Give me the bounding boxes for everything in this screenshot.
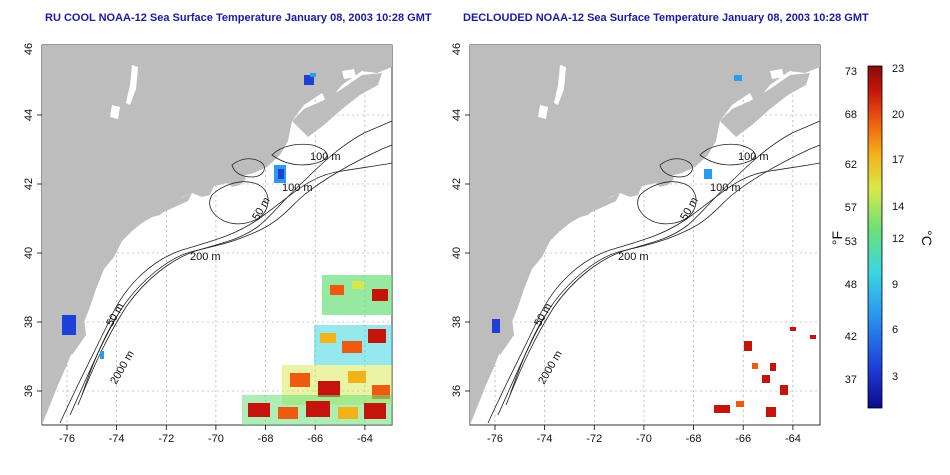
left-map-panel: 100 m 100 m 50 m 200 m 50 m 2000 m -76 -… xyxy=(23,43,393,445)
isobath-label: 100 m xyxy=(710,182,741,194)
left-lat-tick-labels: 36 38 40 42 44 46 xyxy=(23,43,35,397)
isobath-label: 200 m xyxy=(618,251,649,263)
isobath-label: 100 m xyxy=(282,182,313,194)
c-tick-label: 9 xyxy=(892,279,898,291)
right-lon-tick-labels: -76 -74 -72 -70 -68 -66 -64 xyxy=(487,433,801,445)
left-sst-data xyxy=(62,73,392,425)
lon-tick-label: -66 xyxy=(735,433,751,445)
lon-tick-label: -64 xyxy=(357,433,373,445)
celsius-axis-label: °C xyxy=(919,230,935,246)
f-tick-label: 57 xyxy=(845,202,857,214)
lat-tick-label: 46 xyxy=(23,43,35,55)
f-tick-label: 53 xyxy=(845,236,857,248)
c-tick-label: 3 xyxy=(892,371,898,383)
c-tick-label: 23 xyxy=(892,63,904,75)
fahrenheit-tick-labels: 73 68 62 57 53 48 42 37 xyxy=(845,66,857,386)
right-lat-tick-labels: 36 38 40 42 44 46 xyxy=(451,43,463,397)
c-tick-label: 20 xyxy=(892,109,904,121)
c-tick-label: 17 xyxy=(892,154,904,166)
f-tick-label: 62 xyxy=(845,159,857,171)
c-tick-label: 14 xyxy=(892,201,904,213)
lon-tick-label: -72 xyxy=(586,433,602,445)
temperature-colorbar: 73 68 62 57 53 48 42 37 23 20 17 14 12 9… xyxy=(829,63,935,409)
c-tick-label: 12 xyxy=(892,233,904,245)
lat-tick-label: 46 xyxy=(451,43,463,55)
lat-tick-label: 42 xyxy=(23,178,35,190)
lat-tick-label: 40 xyxy=(23,247,35,259)
isobath-label: 100 m xyxy=(310,151,341,163)
f-tick-label: 42 xyxy=(845,331,857,343)
isobath-label: 100 m xyxy=(738,151,769,163)
lon-tick-label: -70 xyxy=(208,433,224,445)
lon-tick-label: -76 xyxy=(59,433,75,445)
lat-tick-label: 42 xyxy=(451,178,463,190)
lon-tick-label: -76 xyxy=(487,433,503,445)
f-tick-label: 37 xyxy=(845,374,857,386)
colorbar-gradient xyxy=(867,65,883,409)
right-sst-data xyxy=(492,75,816,417)
lon-tick-label: -68 xyxy=(686,433,702,445)
right-map-panel: 100 m 100 m 50 m 200 m 50 m 2000 m -76 -… xyxy=(451,43,821,445)
f-tick-label: 68 xyxy=(845,109,857,121)
f-tick-label: 48 xyxy=(845,279,857,291)
lon-tick-label: -68 xyxy=(258,433,274,445)
isobath-label: 200 m xyxy=(190,251,221,263)
f-tick-label: 73 xyxy=(845,66,857,78)
celsius-tick-labels: 23 20 17 14 12 9 6 3 xyxy=(892,63,904,383)
lon-tick-label: -72 xyxy=(158,433,174,445)
left-lon-tick-labels: -76 -74 -72 -70 -68 -66 -64 xyxy=(59,433,373,445)
lat-tick-label: 36 xyxy=(23,385,35,397)
fahrenheit-axis-label: °F xyxy=(829,231,845,245)
lat-tick-label: 44 xyxy=(451,109,463,121)
lat-tick-label: 40 xyxy=(451,247,463,259)
lat-tick-label: 38 xyxy=(23,316,35,328)
lon-tick-label: -64 xyxy=(785,433,801,445)
lon-tick-label: -74 xyxy=(109,433,125,445)
c-tick-label: 6 xyxy=(892,324,898,336)
lon-tick-label: -74 xyxy=(537,433,553,445)
lat-tick-label: 36 xyxy=(451,385,463,397)
lat-tick-label: 38 xyxy=(451,316,463,328)
left-panel-title: RU COOL NOAA-12 Sea Surface Temperature … xyxy=(45,12,432,24)
lon-tick-label: -70 xyxy=(636,433,652,445)
lat-tick-label: 44 xyxy=(23,109,35,121)
lon-tick-label: -66 xyxy=(307,433,323,445)
right-panel-title: DECLOUDED NOAA-12 Sea Surface Temperatur… xyxy=(463,12,869,24)
